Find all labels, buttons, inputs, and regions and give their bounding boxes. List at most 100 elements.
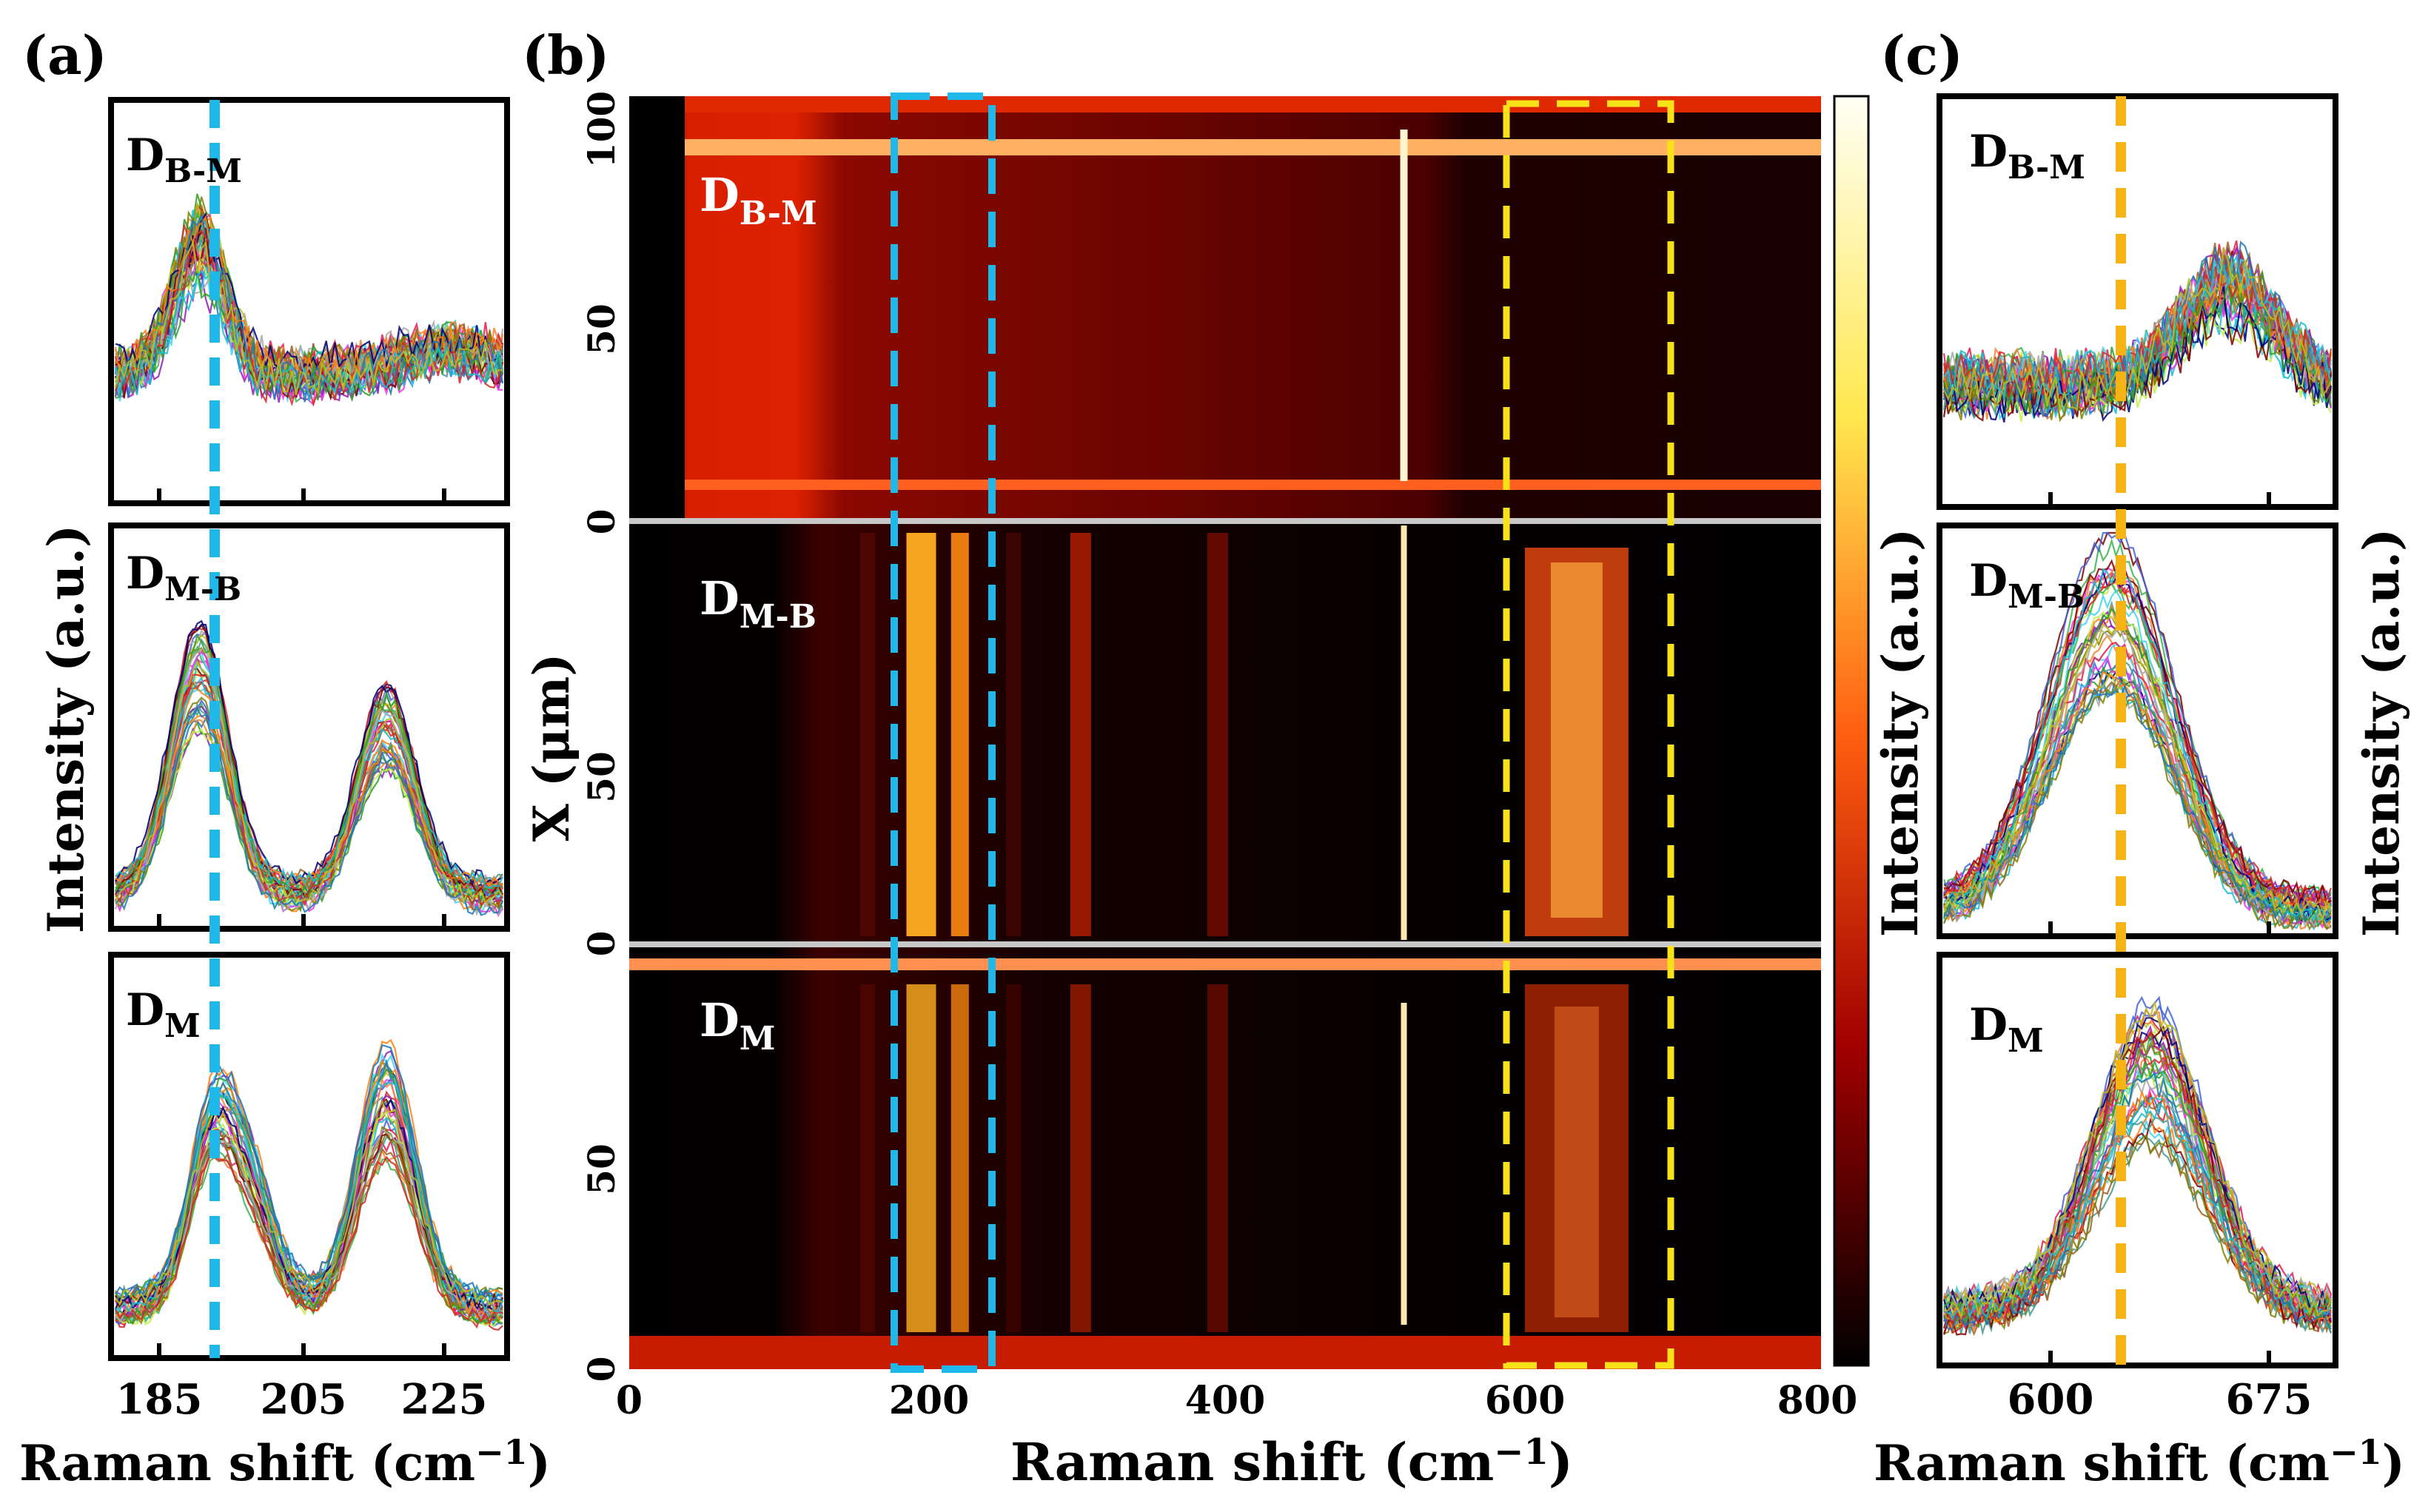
panel-c-ticks bbox=[2048, 492, 2271, 1365]
panel-c-xlabel: Raman shift (cm−1) bbox=[1874, 1432, 2405, 1492]
heatmap-band bbox=[950, 984, 969, 1332]
spectrum-line bbox=[1942, 1071, 2332, 1330]
spectrum-line bbox=[1943, 1099, 2332, 1320]
panel-a-label: (a) bbox=[22, 24, 107, 87]
highlight-box-blue bbox=[891, 93, 996, 1373]
heatmap-si-line bbox=[1401, 525, 1407, 940]
heatmap-separator-2 bbox=[629, 941, 1821, 947]
panel-a-spectra-3 bbox=[114, 1038, 504, 1331]
spectrum-line bbox=[115, 707, 504, 916]
heatmap-ytick-50-map2: 50 bbox=[580, 751, 623, 803]
panel-a-tick-205: 205 bbox=[261, 1375, 347, 1424]
spectrum-line bbox=[115, 634, 503, 902]
panel-c-sub1-label: DB-M bbox=[1969, 126, 2085, 187]
panel-a-xlabel: Raman shift (cm−1) bbox=[19, 1432, 551, 1492]
spectrum-line bbox=[1942, 619, 2332, 923]
spectrum-line bbox=[1942, 282, 2333, 414]
spectrum-line bbox=[1943, 607, 2332, 928]
heatmap-band bbox=[906, 533, 936, 936]
heatmap-ytick-0-map2: 0 bbox=[580, 931, 623, 957]
spectrum-line bbox=[1943, 1001, 2333, 1321]
panel-c-sub3-label: DM bbox=[1969, 999, 2044, 1060]
heatmap-band bbox=[1207, 984, 1228, 1332]
panel-c-label: (c) bbox=[1880, 24, 1963, 87]
panel-a-sub1-label: DB-M bbox=[126, 130, 242, 190]
heatmap-ytick-50-map3: 50 bbox=[580, 1143, 623, 1195]
panel-a-sub3-label: DM bbox=[126, 984, 201, 1045]
heatmap-band bbox=[860, 984, 875, 1332]
heatmap-map-1-band bbox=[685, 139, 1821, 155]
heatmap-band bbox=[1554, 1007, 1599, 1317]
heatmap-band bbox=[906, 984, 936, 1332]
spectrum-line bbox=[114, 267, 504, 396]
highlight-box-yellow bbox=[1503, 100, 1674, 1369]
heatmap-si-line bbox=[1401, 1003, 1407, 1325]
spectrum-line bbox=[115, 1100, 503, 1306]
panel-c-ylabel-right: Intensity (a.u.) bbox=[2353, 528, 2410, 938]
spectrum-line bbox=[1943, 1116, 2333, 1336]
spectrum-line bbox=[115, 1044, 503, 1304]
spectrum-line bbox=[1943, 559, 2332, 905]
heatmap-ytick-50-map1: 50 bbox=[580, 303, 623, 355]
panel-c-tick-600: 600 bbox=[2008, 1375, 2094, 1424]
panel-c-tick-675: 675 bbox=[2226, 1375, 2313, 1424]
spectrum-line bbox=[1943, 567, 2333, 922]
heatmap-band bbox=[1207, 533, 1228, 936]
heatmap-map-1-topstripe bbox=[685, 96, 1821, 112]
spectrum-line bbox=[1943, 684, 2332, 924]
heatmap-band bbox=[1524, 984, 1629, 1332]
spectrum-line bbox=[1943, 627, 2332, 930]
heatmap-ytick-0-map1: 0 bbox=[580, 509, 623, 535]
panel-a-spectra-1 bbox=[114, 193, 504, 407]
spectrum-line bbox=[114, 661, 503, 904]
spectrum-line bbox=[1943, 665, 2332, 918]
heatmap-xtick-0: 0 bbox=[616, 1378, 643, 1423]
heatmap-ytick-0-map3: 0 bbox=[580, 1357, 623, 1382]
panel-b-ylabel: X (μm) bbox=[523, 653, 580, 842]
panel-b: (b) DB-M DM-B DM 100 50 0 50 0 50 0 X (μ… bbox=[522, 24, 1870, 1493]
spectrum-line bbox=[1943, 581, 2333, 905]
heatmap-xtick-400: 400 bbox=[1185, 1378, 1266, 1423]
heatmap-map-1-bottomband bbox=[685, 480, 1821, 490]
panel-a-ticks bbox=[157, 488, 446, 1358]
spectrum-line bbox=[1942, 685, 2332, 931]
heatmap-separator-1 bbox=[629, 518, 1821, 524]
panel-c-ylabel-left: Intensity (a.u.) bbox=[1871, 528, 1929, 938]
heatmap-label-3: DM bbox=[700, 993, 775, 1058]
spectrum-line bbox=[114, 239, 503, 396]
heatmap-map-1 bbox=[629, 96, 1821, 522]
spectrum-line bbox=[115, 715, 503, 888]
heatmap-band bbox=[1550, 562, 1603, 918]
spectrum-line bbox=[1943, 563, 2333, 911]
spectrum-line bbox=[1943, 1029, 2332, 1327]
spectrum-line bbox=[115, 1153, 503, 1325]
heatmap-band bbox=[860, 533, 875, 936]
heatmap-band bbox=[1070, 533, 1091, 936]
panel-c-sub2-label: DM-B bbox=[1969, 555, 2085, 616]
heatmap-ytick-100-map1: 100 bbox=[580, 91, 623, 168]
heatmap-map-3-bottomband bbox=[629, 1336, 1821, 1369]
heatmap-stripes bbox=[860, 130, 1629, 1332]
heatmap-band bbox=[950, 533, 969, 936]
panel-a: (a) DB-M DM-B DM 185 205 225 Raman shift… bbox=[19, 24, 551, 1492]
spectrum-line bbox=[115, 1068, 503, 1325]
panel-a-ylabel: Intensity (a.u.) bbox=[37, 525, 95, 934]
colorbar bbox=[1833, 95, 1870, 1367]
heatmap-map-3-topband bbox=[629, 958, 1821, 970]
panel-b-label: (b) bbox=[522, 24, 609, 87]
spectrum-line bbox=[1942, 1017, 2333, 1315]
spectrum-line bbox=[115, 673, 504, 908]
heatmap-label-2: DM-B bbox=[700, 571, 817, 636]
panel-a-tick-225: 225 bbox=[401, 1375, 488, 1424]
spectrum-line bbox=[1942, 246, 2333, 411]
panel-c: (c) DB-M DM-B DM 600 675 Raman shift (cm… bbox=[1871, 24, 2410, 1492]
panel-a-sub2-label: DM-B bbox=[126, 548, 241, 608]
heatmap-label-1: DB-M bbox=[700, 168, 817, 232]
panel-a-spectra-2 bbox=[114, 619, 504, 918]
heatmap-map-1-leftblack bbox=[629, 96, 685, 522]
spectrum-line bbox=[1943, 254, 2333, 399]
panel-b-xlabel: Raman shift (cm−1) bbox=[1010, 1431, 1573, 1493]
heatmap-band bbox=[1006, 984, 1022, 1332]
heatmap-band bbox=[1006, 533, 1022, 936]
